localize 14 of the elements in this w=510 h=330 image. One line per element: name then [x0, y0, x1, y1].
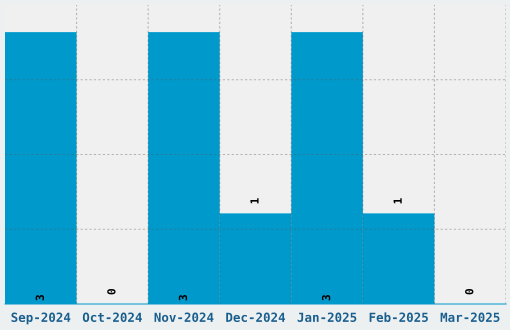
x-tick-label: Oct-2024 [82, 312, 142, 322]
data-label: 3 [322, 295, 330, 300]
data-label: 1 [250, 198, 259, 204]
data-label: 0 [465, 289, 474, 294]
x-tick-label: Nov-2024 [154, 312, 214, 322]
data-label: 3 [36, 295, 44, 300]
data-label: 1 [394, 198, 402, 204]
x-tick-label: Feb-2025 [370, 312, 428, 322]
data-label: 0 [107, 289, 116, 294]
x-tick-label: Dec-2024 [226, 312, 286, 322]
x-tick-label: Jan-2025 [298, 312, 356, 322]
data-label: 3 [178, 295, 188, 300]
x-tick-label: Sep-2024 [11, 312, 70, 324]
x-tick-label: Mar-2025 [440, 312, 500, 322]
